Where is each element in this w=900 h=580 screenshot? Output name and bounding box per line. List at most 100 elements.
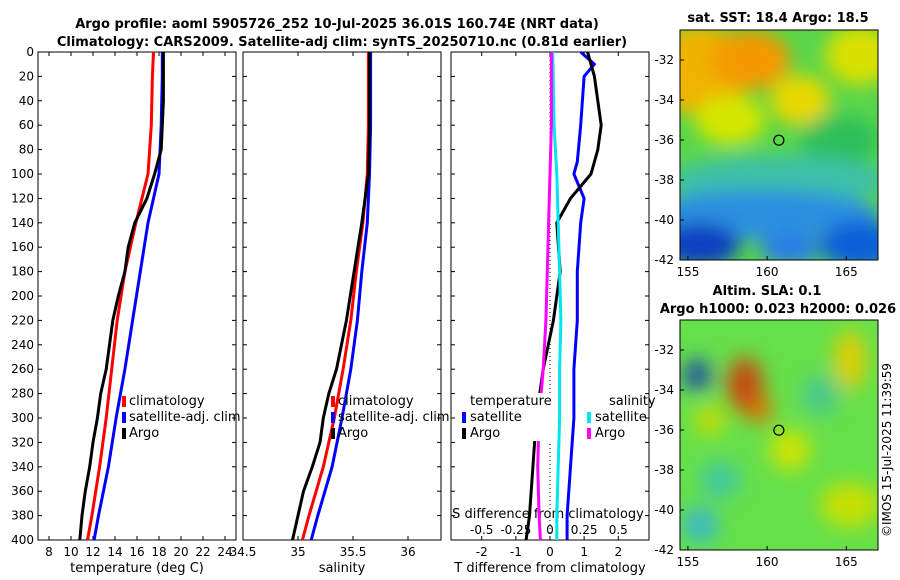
y-tick-label: 200 <box>11 289 34 303</box>
y-tick-label: -36 <box>654 423 674 437</box>
legend-label-satellite: satellite-adj. clim <box>129 410 241 425</box>
y-tick-label: 360 <box>11 484 34 498</box>
x-tick-label: 10 <box>63 545 78 559</box>
y-tick-label: -40 <box>654 213 674 227</box>
x-tick-label: 160 <box>756 265 779 279</box>
y-tick-label: 340 <box>11 460 34 474</box>
sla-map-title-line2: Argo h1000: 0.023 h2000: 0.026 <box>660 302 896 317</box>
plot-frame <box>242 51 442 541</box>
y-tick-label: -32 <box>654 343 674 357</box>
x-tick-label: 18 <box>151 545 166 559</box>
y-tick-label: 100 <box>11 167 34 181</box>
legend-label-s-argo: Argo <box>595 426 625 441</box>
series-line-argo <box>291 52 371 541</box>
legend-label-climatology: climatology <box>129 394 205 409</box>
legend-label-satellite: satellite-adj. clim <box>338 410 450 425</box>
sst-map: sat. SST: 18.4 Argo: 18.5 155 160 165 -32 -3… <box>654 11 879 279</box>
y-tick-label: -36 <box>654 133 674 147</box>
legend-label-argo: Argo <box>129 426 159 441</box>
top-tick-label: -0.25 <box>500 523 531 537</box>
legend-swatch-s-satellite <box>587 412 591 423</box>
y-tick-label: -32 <box>654 53 674 67</box>
legend-swatch-s-argo <box>587 428 591 439</box>
y-tick-label: -34 <box>654 383 674 397</box>
temperature-panel: 0 20 40 60 80 100 120 140 160 180 200 220 240 260 280 3… <box>11 45 237 576</box>
legend-label-s-satellite: satellite <box>595 410 647 425</box>
sst-field <box>680 30 878 260</box>
argo-location-marker <box>773 424 785 436</box>
y-tick-label: 180 <box>11 265 34 279</box>
legend-label-t-argo: Argo <box>470 426 500 441</box>
legend-title-salinity: salinity <box>609 394 656 409</box>
x-tick-label: 14 <box>107 545 122 559</box>
x-tick-label: 160 <box>756 555 779 569</box>
y-tick-label: -42 <box>654 253 674 267</box>
top-axis-label: S difference from climatology <box>452 507 644 522</box>
legend-swatch-climatology <box>331 396 335 407</box>
legend-swatch-t-satellite <box>462 412 466 423</box>
x-axis-label: temperature (deg C) <box>70 561 204 576</box>
series-line-climatology <box>86 51 155 541</box>
sla-map-title-line1: Altim. SLA: 0.1 <box>713 284 822 299</box>
legend-swatch-argo <box>122 428 126 439</box>
y-tick-label: 40 <box>19 94 34 108</box>
legend-swatch-satellite <box>122 412 126 423</box>
top-tick-label: 0.25 <box>571 523 598 537</box>
y-tick-label: 300 <box>11 411 34 425</box>
x-axis-label: salinity <box>319 561 366 576</box>
y-tick-label: -40 <box>654 503 674 517</box>
y-tick-label: 320 <box>11 435 34 449</box>
sst-map-axes: 155 160 165 -32 -34 -36 -38 -40 -42 <box>654 53 857 279</box>
x-tick-label: 155 <box>676 265 699 279</box>
x-tick-label: 165 <box>835 555 858 569</box>
x-tick-label: 35.5 <box>340 545 367 559</box>
sla-map-frame <box>679 319 879 551</box>
legend-swatch-satellite <box>331 412 335 423</box>
x-tick-label: 0 <box>546 545 554 559</box>
y-tick-label: 260 <box>11 362 34 376</box>
y-tick-label: 220 <box>11 313 34 327</box>
legend-swatch-argo <box>331 428 335 439</box>
x-tick-label: 24 <box>217 545 232 559</box>
legend-background <box>585 393 631 441</box>
sla-map: Altim. SLA: 0.1 Argo h1000: 0.023 h2000:… <box>654 284 896 569</box>
sst-map-frame <box>679 29 879 261</box>
x-tick-label: 22 <box>195 545 210 559</box>
y-tick-label: 240 <box>11 338 34 352</box>
sla-field <box>680 320 878 550</box>
argo-location-marker <box>773 134 785 146</box>
series-line-s-argo <box>536 52 553 541</box>
x-tick-label: 8 <box>45 545 53 559</box>
x-axis-label: T difference from climatology <box>453 561 646 576</box>
legend-label-climatology: climatology <box>338 394 414 409</box>
x-tick-label: -1 <box>510 545 522 559</box>
y-tick-label: -38 <box>654 173 674 187</box>
x-tick-label: 35 <box>290 545 305 559</box>
series-line-argo <box>78 52 165 541</box>
y-tick-label: 60 <box>19 118 34 132</box>
y-tick-label: -34 <box>654 93 674 107</box>
salinity-legend: climatology satellite-adj. clim Argo <box>331 394 450 441</box>
top-tick-label: 0.5 <box>609 523 628 537</box>
salinity-panel: 34.5 35 35.5 36 salinity <box>230 51 442 576</box>
figure-title-line2: Climatology: CARS2009. Satellite-adj cli… <box>57 35 627 50</box>
x-tick-label: 20 <box>173 545 188 559</box>
sst-map-title: sat. SST: 18.4 Argo: 18.5 <box>687 11 868 26</box>
sla-map-axes: 155 160 165 -32 -34 -36 -38 -40 -42 <box>654 343 857 569</box>
x-tick-label: 12 <box>85 545 100 559</box>
legend-swatch-t-argo <box>462 428 466 439</box>
x-tick-label: 36 <box>400 545 415 559</box>
y-tick-label: 0 <box>26 45 34 59</box>
y-tick-label: 140 <box>11 216 34 230</box>
x-tick-label: 155 <box>676 555 699 569</box>
legend-label-argo: Argo <box>338 426 368 441</box>
top-tick-label: -0.5 <box>470 523 493 537</box>
series-line-t-satellite <box>565 50 596 540</box>
y-tick-label: 120 <box>11 191 34 205</box>
figure-title-line1: Argo profile: aoml 5905726_252 10-Jul-20… <box>75 17 599 32</box>
y-tick-label: 20 <box>19 69 34 83</box>
y-tick-label: 160 <box>11 240 34 254</box>
series-line-s-satellite <box>551 51 563 540</box>
legend-title-temperature: temperature <box>470 394 552 409</box>
